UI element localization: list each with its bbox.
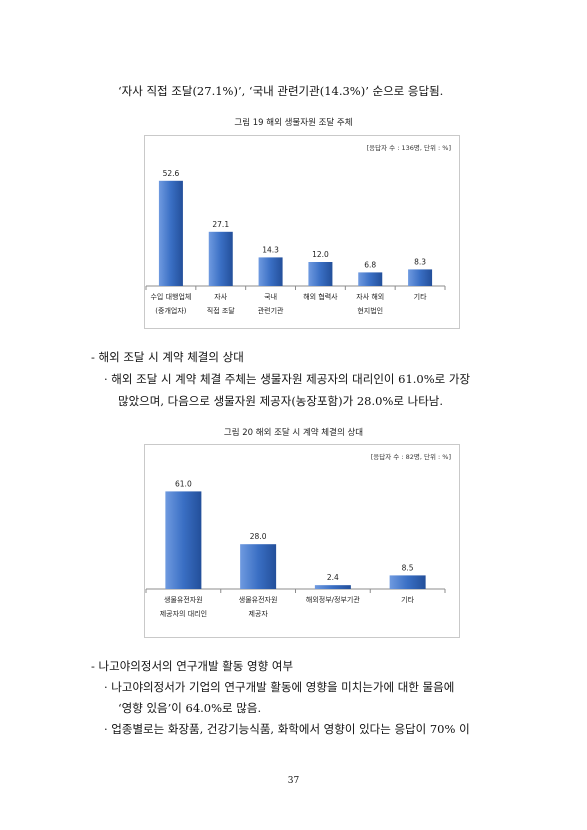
section2-bullet1-line1: · 해외 조달 시 계약 체결 주체는 생물자원 제공자의 대리인이 61.0%… bbox=[104, 372, 471, 386]
section3-bullet2-line1: · 업종별로는 화장품, 건강기능식품, 화학에서 영향이 있다는 응답이 70… bbox=[104, 722, 470, 736]
bar bbox=[389, 575, 426, 589]
section-heading-nagoya-impact: - 나고야의정서의 연구개발 활동 영향 여부 bbox=[91, 659, 294, 673]
category-label: 제공자의 대리인 bbox=[160, 609, 207, 618]
bar-value-label: 27.1 bbox=[212, 220, 229, 229]
category-label: 생물유전자원 bbox=[164, 595, 203, 604]
category-label: 제공자 bbox=[248, 609, 268, 618]
bar-value-label: 12.0 bbox=[312, 250, 329, 259]
bar bbox=[165, 491, 202, 589]
category-label: 자사 해외 bbox=[356, 292, 384, 301]
bar-value-label: 2.4 bbox=[327, 573, 339, 582]
bar bbox=[258, 257, 283, 286]
bar-value-label: 6.8 bbox=[364, 260, 376, 269]
category-label: 관련기관 bbox=[258, 306, 284, 315]
category-label: 국내 bbox=[264, 292, 277, 301]
category-label: 기타 bbox=[414, 292, 427, 301]
category-label: 직접 조달 bbox=[207, 306, 236, 315]
bar-value-label: 52.6 bbox=[163, 169, 180, 178]
bar bbox=[240, 544, 277, 589]
section2-bullet1-line2: 많았으며, 다음으로 생물자원 제공자(농장포함)가 28.0%로 나타남. bbox=[118, 394, 444, 408]
bar bbox=[408, 269, 433, 286]
bar-value-label: 28.0 bbox=[250, 532, 267, 541]
bar-value-label: 61.0 bbox=[175, 479, 192, 488]
section3-bullet1-line1: · 나고야의정서가 기업의 연구개발 활동에 영향을 미치는가에 대한 물음에 bbox=[104, 680, 455, 694]
figure-20-respondent-note: [응답자 수 : 82명, 단위 : %] bbox=[370, 453, 451, 461]
bar-value-label: 8.5 bbox=[402, 563, 414, 572]
category-label: (중개업자) bbox=[155, 306, 186, 315]
category-label: 현지법인 bbox=[357, 306, 383, 315]
category-label: 기타 bbox=[401, 595, 414, 604]
intro-line: ‘자사 직접 조달(27.1%)’, ‘국내 관련기관(14.3%)’ 순으로 … bbox=[118, 84, 444, 98]
figure-19-caption: 그림 19 해외 생물자원 조달 주체 bbox=[234, 118, 353, 128]
section3-bullet1-line2: ‘영향 있음’이 64.0%로 많음. bbox=[118, 701, 262, 715]
figure-19-respondent-note: [응답자 수 : 136명, 단위 : %] bbox=[366, 144, 451, 152]
section-heading-contract-party: - 해외 조달 시 계약 체결의 상대 bbox=[91, 350, 244, 364]
category-label: 생물유전자원 bbox=[239, 595, 278, 604]
bar bbox=[158, 180, 183, 286]
bar-value-label: 14.3 bbox=[262, 245, 279, 254]
category-label: 수입 대행업체 bbox=[150, 292, 191, 301]
figure-19-chart-box: [응답자 수 : 136명, 단위 : %] 52.6 수입 대행업체 (중개업자)… bbox=[144, 135, 460, 329]
category-label: 자사 bbox=[214, 292, 227, 301]
figure-20-caption: 그림 20 해외 조달 시 계약 체결의 상대 bbox=[223, 428, 364, 438]
bar-value-label: 8.3 bbox=[414, 257, 426, 266]
bar bbox=[308, 262, 333, 286]
bar bbox=[314, 585, 351, 589]
bar bbox=[208, 231, 233, 286]
bar bbox=[358, 272, 383, 286]
page-number: 37 bbox=[287, 776, 300, 786]
category-label: 해외 협력사 bbox=[303, 292, 338, 301]
category-label: 해외정부/정부기관 bbox=[306, 595, 360, 604]
